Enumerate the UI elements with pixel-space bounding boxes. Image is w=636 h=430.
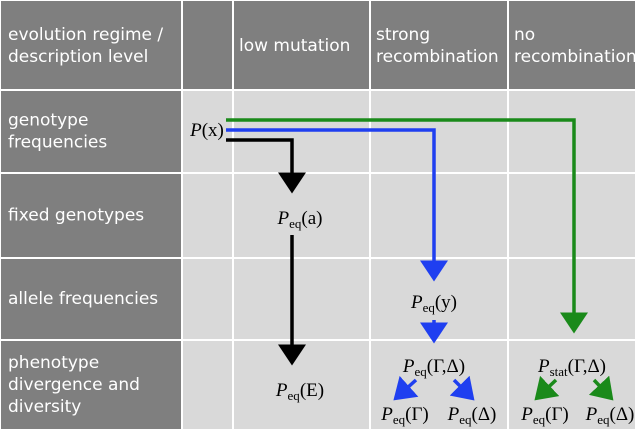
cell [181,339,234,430]
formula-base: P [447,404,460,425]
formula-base: P [585,404,598,425]
cell [507,257,636,341]
formula-base: P [277,208,290,229]
cell [507,339,636,430]
arrow [226,138,306,194]
formula: Peq(a) [277,208,323,231]
formula-sub: eq [533,412,546,427]
label: genotype [8,111,88,131]
label: diversity [8,397,81,417]
cell [369,339,509,430]
arrow [226,128,448,282]
formula-arg: (Δ) [610,404,635,425]
formula-sub: eq [423,300,436,315]
formula-sub: stat [550,364,568,379]
formula-sub: eq [415,364,428,379]
formula: Peq(y) [410,292,457,315]
cell [507,0,636,91]
formula-arg: (E) [300,380,324,401]
cell [0,0,183,91]
formula-sub: eq [459,412,472,427]
label: description level [8,47,148,67]
label: allele frequencies [8,289,158,309]
formula-base: P [520,404,533,425]
formula: Peq(Δ) [447,404,497,427]
cell [181,257,234,341]
arrow [449,375,475,401]
formula-sub: eq [393,412,406,427]
cell [0,89,183,174]
label: evolution regime / [8,25,163,45]
arrow [226,118,588,334]
label: low mutation [239,36,350,56]
formula-arg: (a) [301,208,322,229]
cell [181,89,234,174]
formula: Peq(Γ) [380,404,429,427]
arrow [534,375,560,401]
formula-arg: (Γ) [405,404,429,425]
cell [507,172,636,259]
formula: P(x) [189,120,224,141]
cell [0,172,183,259]
formula-sub: eq [597,412,610,427]
formula: Peq(E) [275,380,324,403]
label: recombination [514,47,636,67]
arrow [393,375,419,401]
cell [181,0,234,91]
formula: Peq(Δ) [585,404,635,427]
formula-base: P [275,380,288,401]
formula-base: P [537,356,550,377]
formula-sub: eq [288,388,301,403]
arrow [588,375,614,401]
cell [369,0,509,91]
label: no [514,25,535,45]
formula: Peq(Γ,Δ) [402,356,465,379]
cell [232,257,371,341]
cell [0,339,183,430]
arrows [226,118,614,401]
formula-arg: (y) [435,292,457,313]
formula-arg: (Γ,Δ) [427,356,465,377]
cell [369,172,509,259]
formula: Peq(Γ) [520,404,569,427]
formula-base: P [189,120,202,141]
formula-base: P [402,356,415,377]
label: fixed genotypes [8,206,144,226]
label: divergence and [8,375,140,395]
formula-arg: (Γ) [545,404,569,425]
formula-sub: eq [289,216,302,231]
label: recombination [376,47,499,67]
formula-base: P [410,292,423,313]
cell [181,172,234,259]
formula-arg: (x) [202,120,224,141]
label: strong [376,25,430,45]
label: frequencies [8,133,107,153]
label: phenotype [8,353,99,373]
formula: Pstat(Γ,Δ) [537,356,606,379]
formula-arg: (Δ) [472,404,497,425]
cell [0,257,183,341]
formula-arg: (Γ,Δ) [568,356,606,377]
cell [507,89,636,174]
formula-base: P [380,404,393,425]
